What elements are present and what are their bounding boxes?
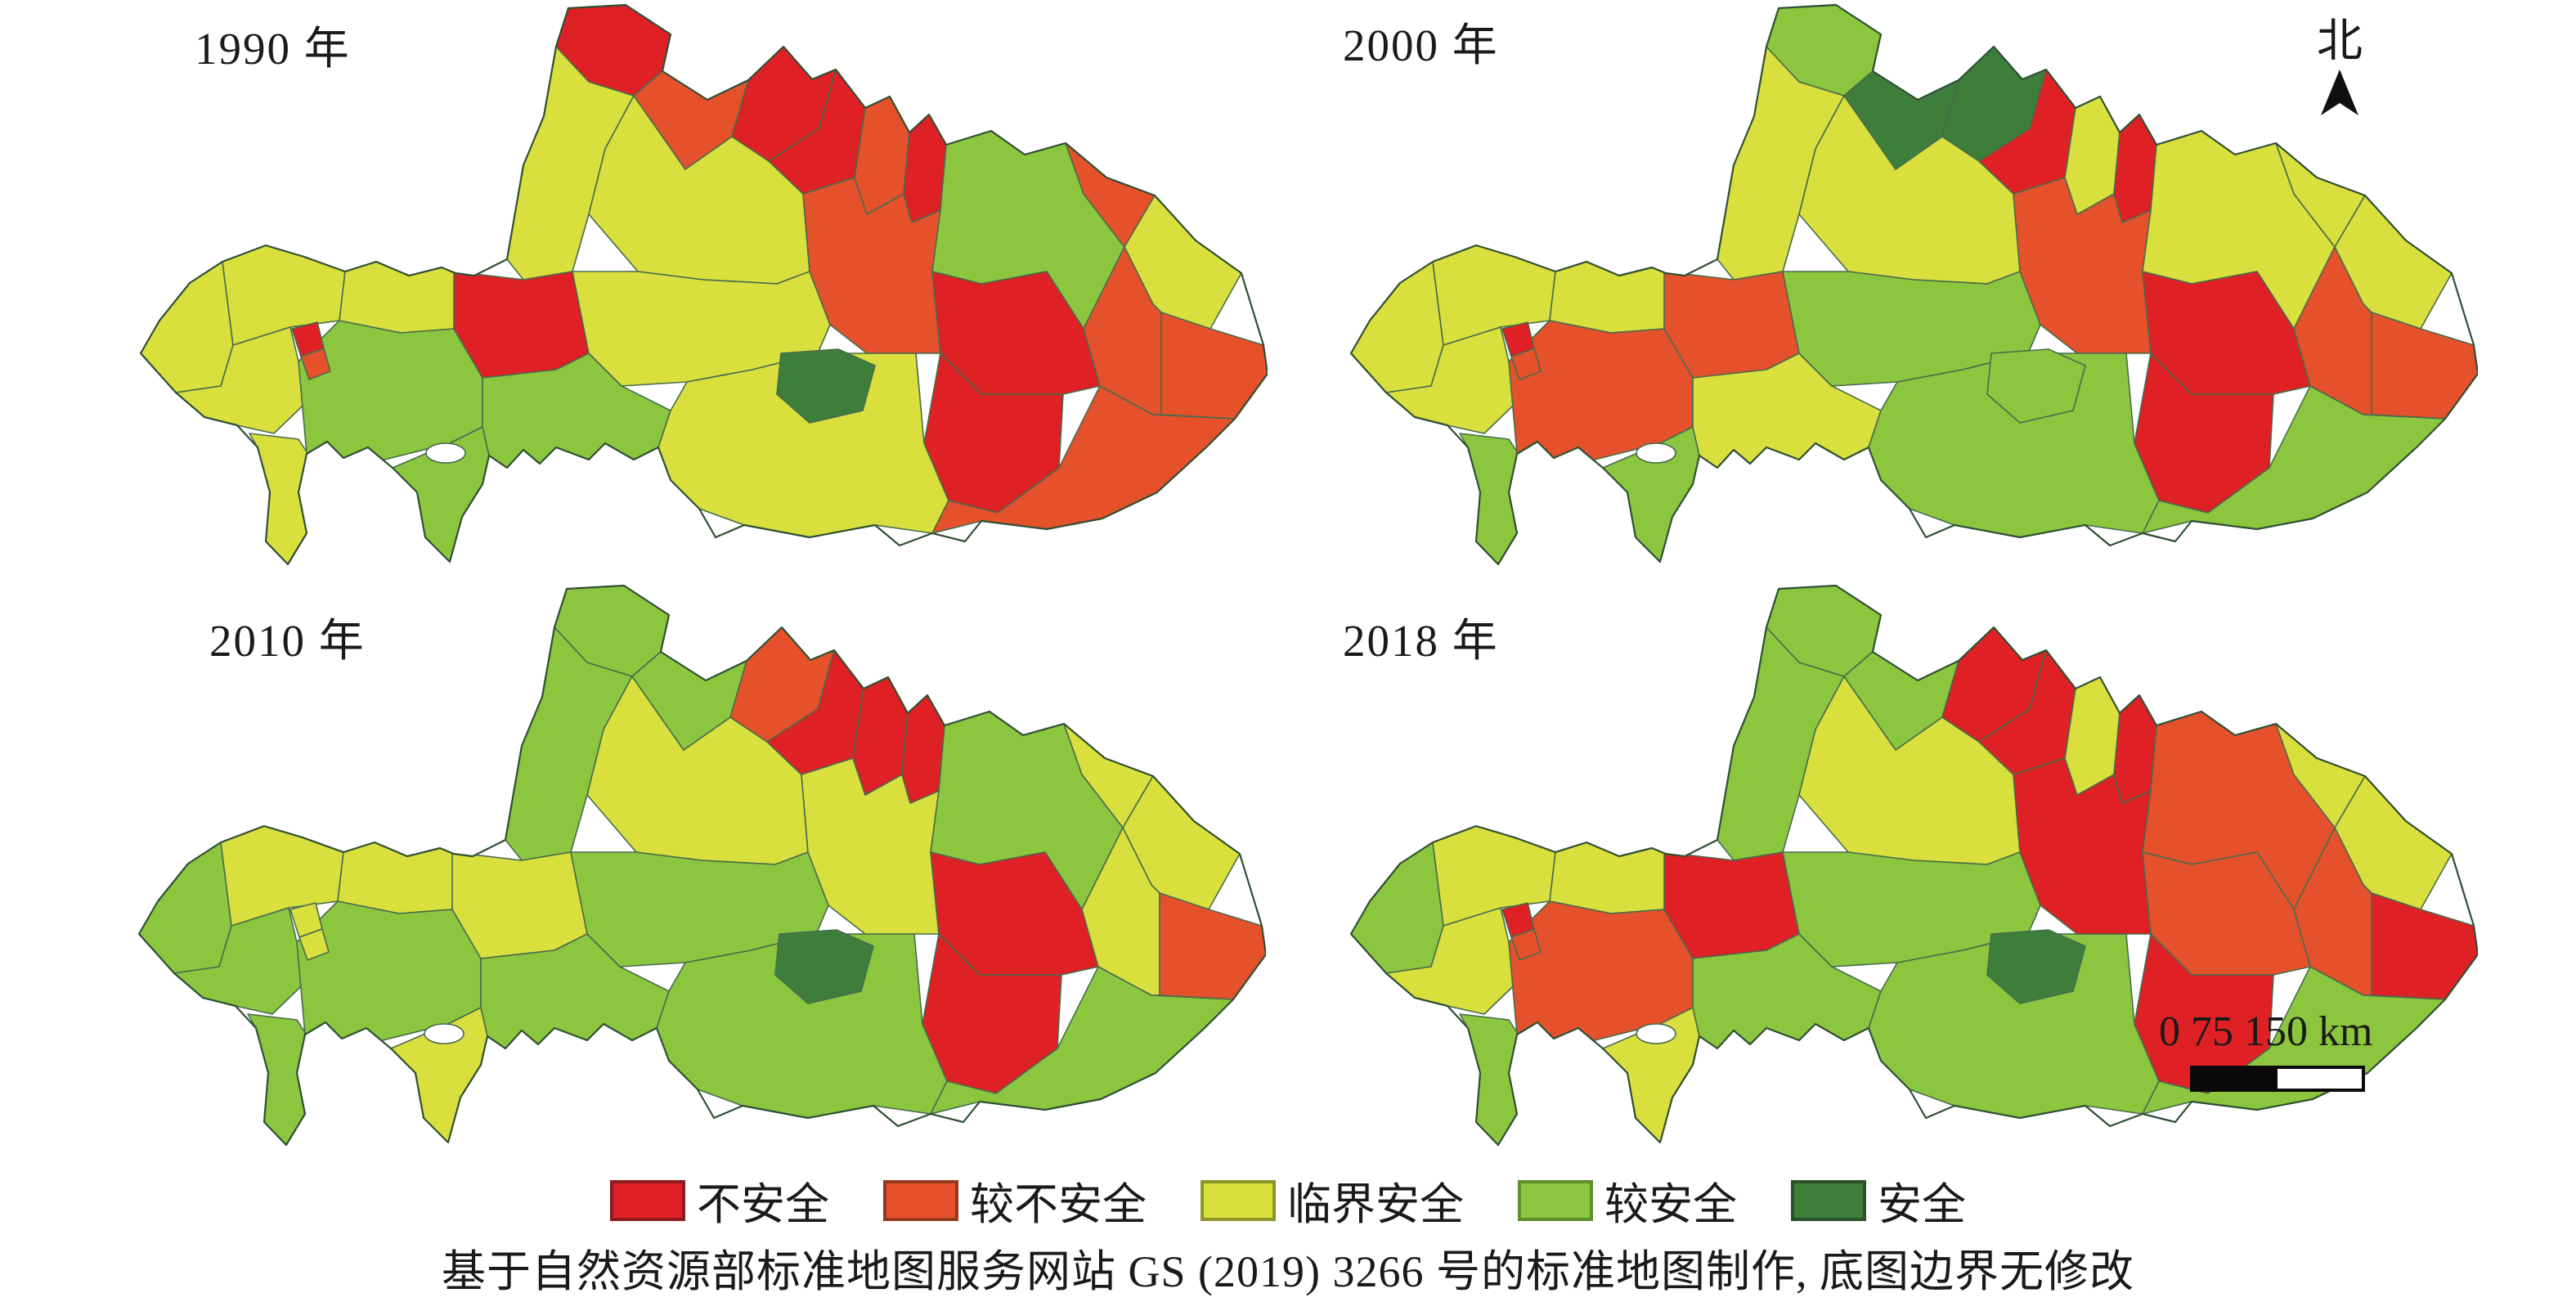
map-cell — [2371, 892, 2478, 1000]
map-cell — [1782, 271, 2041, 387]
map-cell — [572, 271, 831, 387]
map-cell — [1549, 261, 1667, 334]
map-cell — [776, 348, 876, 424]
legend-label-critical: 临界安全 — [1287, 1180, 1464, 1229]
map-cell — [1351, 261, 1444, 393]
map-cell — [774, 929, 874, 1004]
map-2010 — [96, 582, 1268, 1147]
basin-map — [1349, 584, 2480, 1147]
source-caption: 基于自然资源部标准地图服务网站 GS (2019) 3266 号的标准地图制作,… — [442, 1247, 2134, 1296]
basin-outline — [1349, 584, 2480, 1147]
map-cell — [337, 842, 455, 914]
legend-swatch-safe — [1791, 1179, 1866, 1221]
legend-label-rather-safe: 较安全 — [1604, 1180, 1737, 1229]
lake — [424, 1023, 464, 1044]
scale-bar-segment-black — [2193, 1069, 2278, 1089]
lake — [1636, 442, 1676, 464]
year-label-2000: 2000 年 — [1343, 20, 1499, 70]
map-cell — [1508, 900, 1694, 1041]
map-cell — [570, 851, 829, 968]
north-indicator: 北 — [2295, 18, 2385, 115]
legend-item-safe: 安全 — [1791, 1168, 1966, 1232]
basin-map — [139, 3, 1269, 566]
map-cell — [1986, 929, 2086, 1004]
map-cell — [139, 842, 232, 974]
map-cell — [339, 261, 456, 334]
map-cell — [1510, 928, 1542, 961]
map-cell — [298, 320, 483, 460]
map-cell — [1549, 842, 1667, 914]
legend-swatch-rather-safe — [1518, 1179, 1593, 1221]
legend-item-unsafe: 不安全 — [610, 1168, 829, 1232]
basin-map — [137, 584, 1268, 1147]
lake — [425, 442, 466, 464]
map-cell — [1663, 271, 1800, 379]
legend-swatch-unsafe — [610, 1179, 685, 1221]
north-label: 北 — [2317, 16, 2363, 67]
map-cell — [453, 271, 590, 379]
year-label-2010: 2010 年 — [209, 616, 366, 666]
map-cell — [300, 348, 331, 380]
scale-bar-label: 0 75 150 km — [2159, 1008, 2373, 1055]
legend-item-rather-safe: 较安全 — [1518, 1168, 1737, 1232]
map-cell — [298, 928, 330, 961]
map-cell — [451, 851, 588, 959]
year-label-2018: 2018 年 — [1343, 616, 1499, 666]
map-cell — [141, 261, 234, 393]
legend-label-unsafe: 不安全 — [697, 1180, 829, 1229]
legend-item-rather-unsafe: 较不安全 — [883, 1168, 1147, 1232]
legend-item-critical: 临界安全 — [1200, 1168, 1464, 1232]
legend-label-rather-unsafe: 较不安全 — [970, 1180, 1147, 1229]
map-cell — [1663, 851, 1800, 959]
legend-label-safe: 安全 — [1878, 1180, 1966, 1229]
north-arrow-icon — [2321, 69, 2358, 115]
map-cell — [1782, 851, 2041, 968]
map-cell — [1510, 348, 1542, 380]
basin-outline — [139, 3, 1269, 566]
scale-bar-graphic — [2190, 1066, 2365, 1092]
legend-swatch-rather-unsafe — [883, 1179, 958, 1221]
lake — [1636, 1023, 1676, 1044]
map-cell — [2371, 312, 2478, 420]
legend-swatch-critical — [1200, 1179, 1276, 1221]
scale-bar: 0 75 150 km — [2159, 1008, 2372, 1092]
map-cell — [296, 900, 482, 1041]
map-cell — [1159, 892, 1266, 1000]
map-cell — [1508, 320, 1694, 460]
map-cell — [1351, 842, 1444, 974]
legend: 不安全 较不安全 临界安全 较安全 安全 — [0, 1168, 2576, 1232]
map-cell — [1986, 348, 2086, 424]
year-label-1990: 1990 年 — [195, 24, 351, 74]
map-cell — [1160, 312, 1268, 420]
map-2000 — [1308, 2, 2480, 566]
map-1990 — [98, 2, 1269, 566]
basin-outline — [1349, 3, 2480, 566]
scale-bar-segment-white — [2278, 1069, 2362, 1089]
map-2018 — [1308, 582, 2480, 1147]
basin-outline — [137, 584, 1268, 1147]
basin-map — [1349, 3, 2480, 566]
